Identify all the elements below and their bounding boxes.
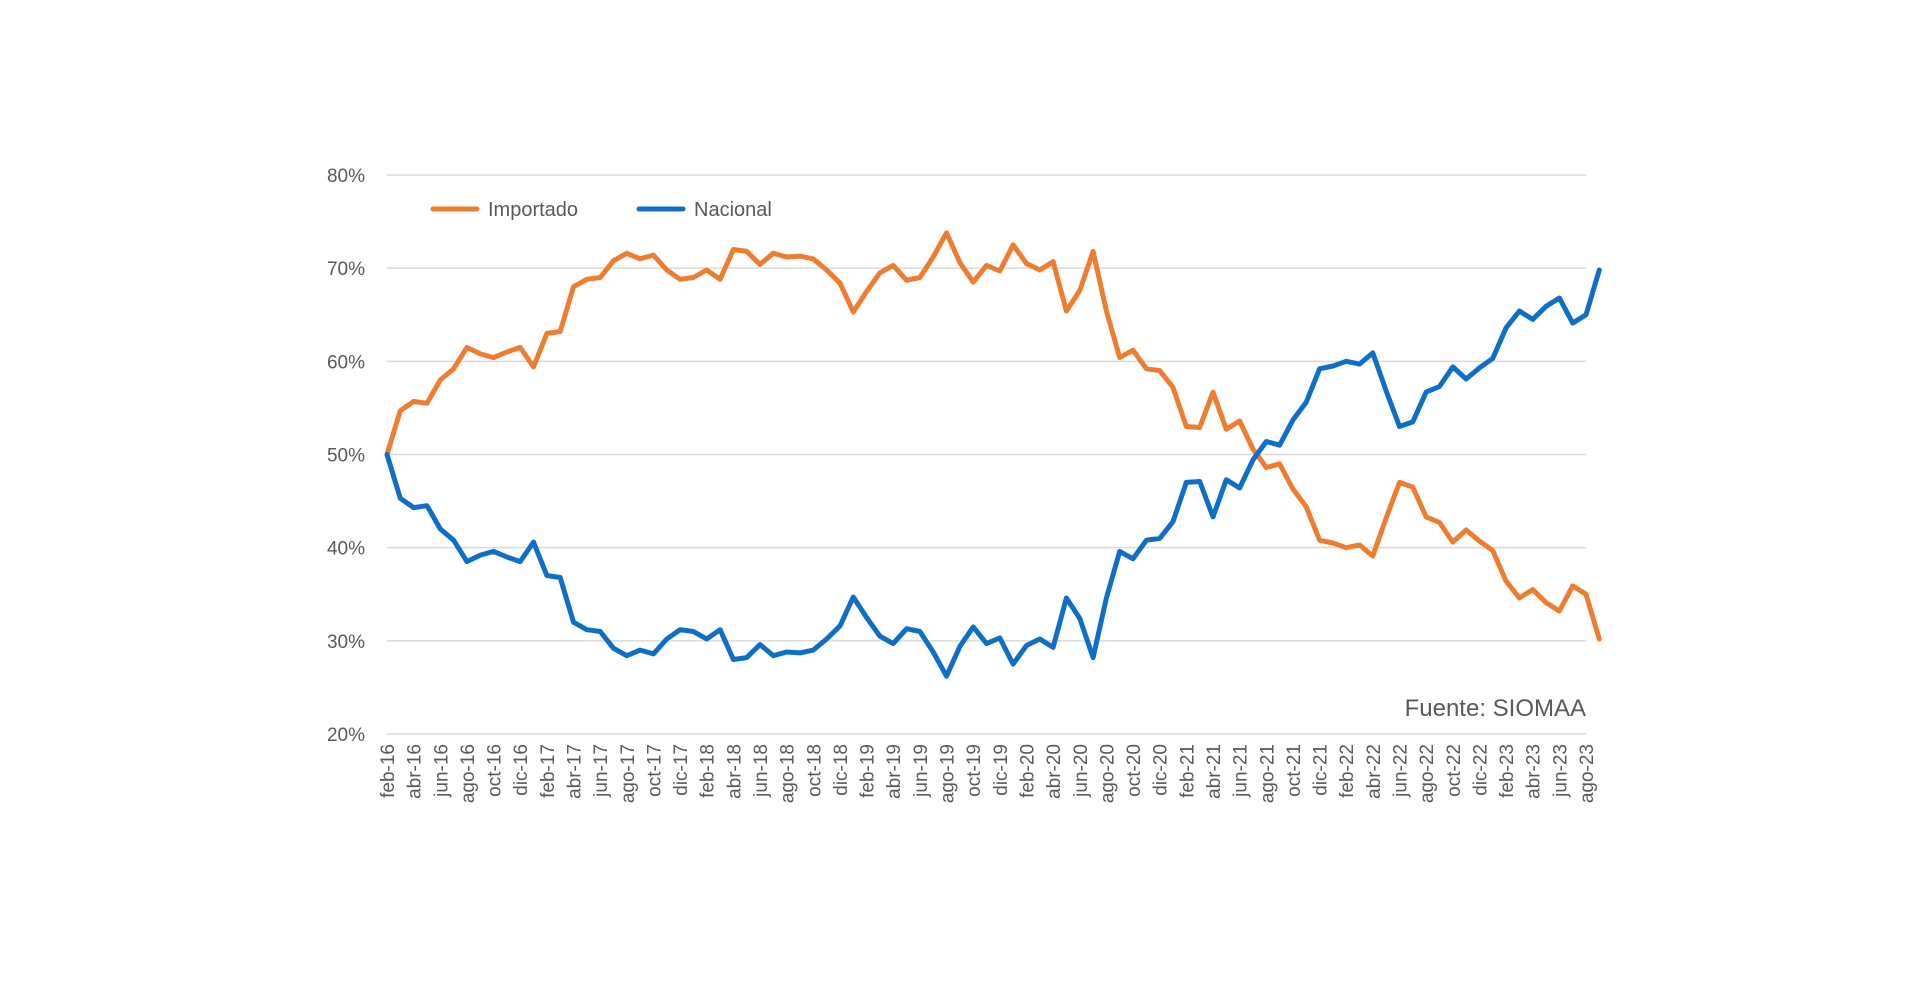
x-tick-label: oct-22 [1444, 744, 1465, 797]
x-tick-label: feb-21 [1177, 744, 1198, 798]
x-tick-label: jun-20 [1071, 744, 1092, 798]
series-line-importado [384, 230, 1602, 642]
x-tick-label: abr-17 [565, 744, 586, 799]
x-tick-label: feb-19 [858, 744, 879, 798]
x-tick-label: oct-19 [964, 744, 985, 797]
x-tick-label: ago-21 [1257, 744, 1278, 803]
x-tick-label: feb-17 [538, 744, 559, 798]
series-line-nacional [384, 267, 1602, 679]
x-tick-label: abr-20 [1044, 744, 1065, 799]
x-tick-label: feb-22 [1337, 744, 1358, 798]
x-tick-label: jun-18 [751, 744, 772, 798]
legend-label-nacional: Nacional [694, 199, 772, 221]
grid [387, 174, 1586, 735]
y-tick-label: 30% [327, 632, 365, 653]
x-tick-label: dic-21 [1311, 744, 1332, 796]
x-tick-label: oct-16 [485, 744, 506, 797]
legend: Importado Nacional [430, 199, 772, 221]
source-note: Fuente: SIOMAA [1405, 695, 1586, 722]
x-tick-label: jun-23 [1550, 744, 1571, 798]
x-tick-label: abr-18 [724, 744, 745, 799]
x-tick-label: dic-16 [511, 744, 532, 796]
y-tick-label: 60% [327, 352, 365, 373]
x-tick-label: dic-17 [671, 744, 692, 796]
x-tick-label: abr-22 [1364, 744, 1385, 799]
y-axis: 20% 30% 40% 50% 60% 70% 80% [327, 166, 365, 746]
x-tick-label: dic-22 [1470, 744, 1491, 796]
y-tick-label: 40% [327, 539, 365, 560]
x-tick-label: feb-18 [698, 744, 719, 798]
x-tick-label: abr-21 [1204, 744, 1225, 799]
x-tick-label: dic-19 [991, 744, 1012, 796]
x-tick-label: ago-18 [778, 744, 799, 803]
x-tick-label: jun-16 [431, 744, 452, 798]
x-tick-label: dic-18 [831, 744, 852, 796]
x-tick-label: ago-16 [458, 744, 479, 803]
x-tick-label: ago-20 [1097, 744, 1118, 803]
x-tick-label: oct-20 [1124, 744, 1145, 797]
legend-label-importado: Importado [488, 199, 578, 221]
x-tick-label: dic-20 [1151, 744, 1172, 796]
x-tick-label: oct-21 [1284, 744, 1305, 797]
x-tick-label: feb-16 [378, 744, 399, 798]
x-tick-label: oct-18 [804, 744, 825, 797]
x-tick-label: abr-23 [1524, 744, 1545, 799]
y-tick-label: 80% [327, 166, 365, 187]
y-tick-label: 70% [327, 259, 365, 280]
x-tick-label: oct-17 [644, 744, 665, 797]
x-tick-label: abr-16 [405, 744, 426, 799]
x-tick-label: ago-17 [618, 744, 639, 803]
x-tick-label: ago-19 [938, 744, 959, 803]
x-tick-label: ago-23 [1577, 744, 1598, 803]
x-tick-label: feb-20 [1017, 744, 1038, 798]
x-axis: feb-16 abr-16 jun-16 ago-16 oct-16 dic-16 feb-… [378, 744, 1598, 803]
x-tick-label: jun-22 [1390, 744, 1411, 798]
x-tick-label: ago-22 [1417, 744, 1438, 803]
x-tick-label: feb-23 [1497, 744, 1518, 798]
x-tick-label: jun-21 [1231, 744, 1252, 798]
x-tick-label: abr-19 [884, 744, 905, 799]
series [384, 230, 1602, 679]
x-tick-label: jun-19 [911, 744, 932, 798]
y-tick-label: 50% [327, 446, 365, 467]
y-tick-label: 20% [327, 725, 365, 746]
x-tick-label: jun-17 [591, 744, 612, 798]
